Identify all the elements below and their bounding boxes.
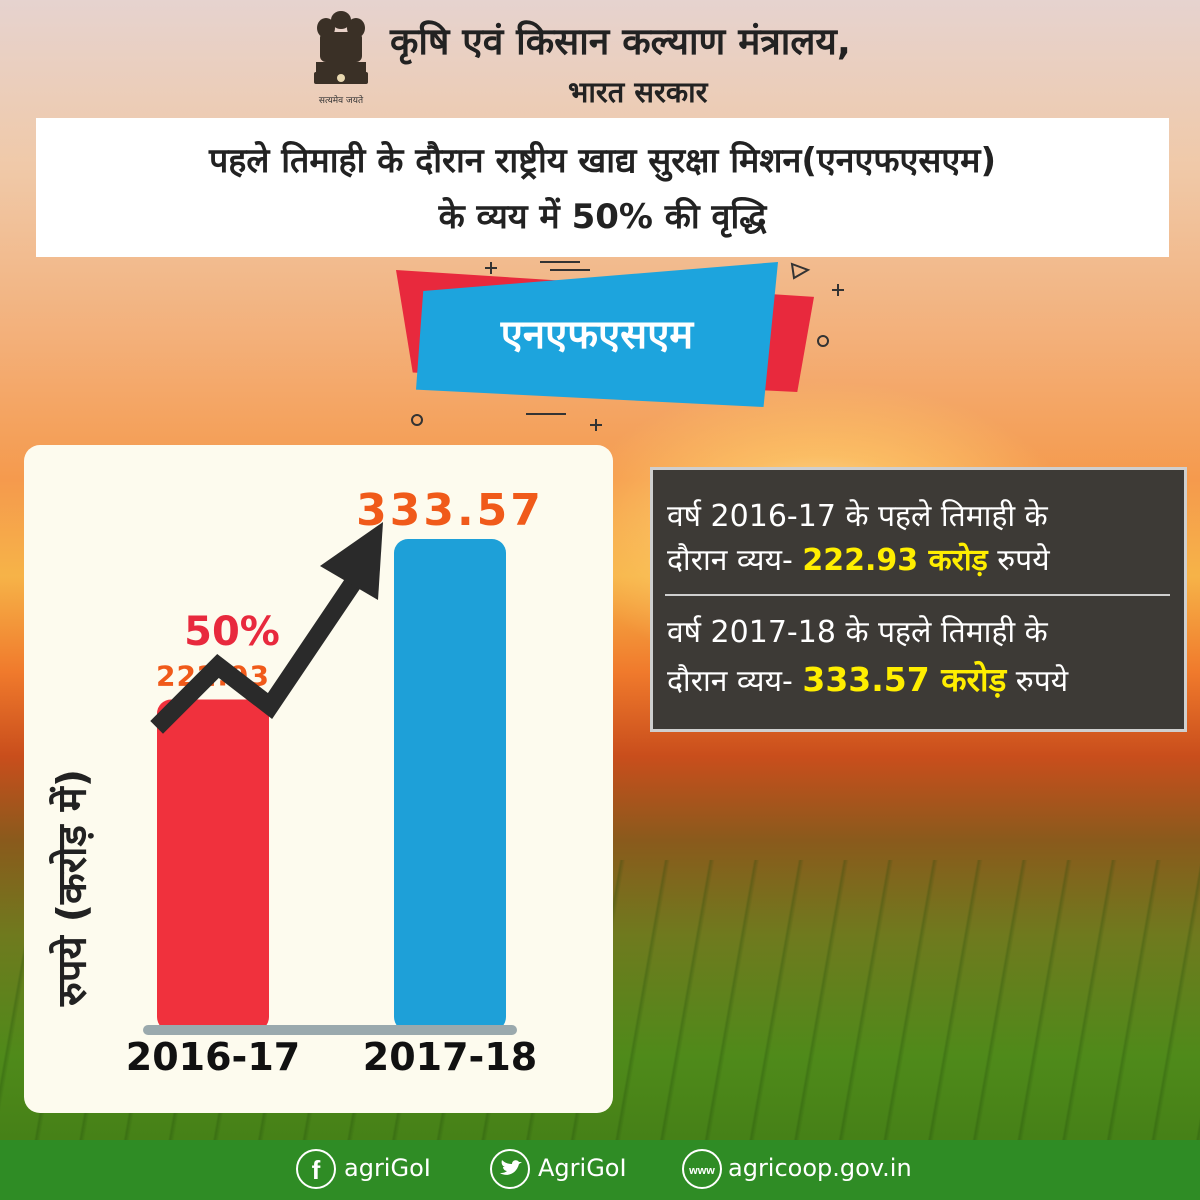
growth-arrow-line (150, 564, 370, 734)
y-axis-label: रुपये (करोड़ में) (49, 769, 96, 1007)
info-row-1-line-1: वर्ष 2016-17 के पहले तिमाही के (667, 499, 1048, 534)
national-emblem-icon: सत्यमेव जयते (314, 11, 368, 106)
info-row-2-value: 333.57 करोड़ (802, 660, 1007, 699)
government-name: भारत सरकार (568, 75, 708, 109)
headline-line-2: के व्यय में 50% की वृद्धि (438, 197, 767, 237)
headline-line-1: पहले तिमाही के दौरान राष्ट्रीय खाद्य सुर… (208, 141, 997, 181)
website-url[interactable]: agricoop.gov.in (728, 1154, 912, 1182)
badge-decorations (411, 261, 844, 431)
twitter-handle[interactable]: AgriGoI (538, 1154, 627, 1182)
svg-text:f: f (312, 1155, 321, 1185)
value-label-2017-18: 333.57 (356, 485, 544, 536)
growth-percent-label: 50% (184, 609, 280, 655)
website-globe-icon[interactable]: www (682, 1149, 722, 1189)
category-label-2017-18: 2017-18 (363, 1035, 537, 1079)
website-icon-text: www (688, 1165, 715, 1177)
expenditure-info-box: वर्ष 2016-17 के पहले तिमाही के दौरान व्य… (650, 467, 1187, 732)
info-row-1-text: दौरान व्यय- (667, 543, 803, 578)
category-label-2016-17: 2016-17 (126, 1035, 300, 1079)
badge-label: एनएफएसएम (500, 312, 694, 358)
bar-2017-18 (394, 539, 506, 1031)
info-row-1-suffix: रुपये (987, 543, 1050, 578)
info-row-2-suffix: रुपये (1006, 664, 1069, 699)
headline-box: पहले तिमाही के दौरान राष्ट्रीय खाद्य सुर… (36, 118, 1169, 257)
info-row-1-value: 222.93 करोड़ (802, 543, 988, 578)
bar-2016-17 (157, 699, 269, 1031)
info-divider (665, 594, 1170, 596)
info-row-2-text: दौरान व्यय- (667, 664, 803, 699)
facebook-icon[interactable]: f (296, 1149, 336, 1189)
growth-arrow-head (320, 522, 383, 600)
emblem-motto: सत्यमेव जयते (319, 94, 364, 106)
info-row-2-line-2: दौरान व्यय- 333.57 करोड़ रुपये (667, 656, 1068, 701)
footer-bar: f agriGoI AgriGoI www agricoop.gov.in (0, 1140, 1200, 1200)
facebook-handle[interactable]: agriGoI (344, 1154, 431, 1182)
info-row-1-line-2: दौरान व्यय- 222.93 करोड़ रुपये (667, 538, 1050, 579)
ministry-name: कृषि एवं किसान कल्याण मंत्रालय, (390, 20, 851, 63)
x-axis-baseline (143, 1025, 517, 1035)
info-row-2-line-1: वर्ष 2017-18 के पहले तिमाही के (667, 615, 1048, 650)
twitter-icon[interactable] (490, 1149, 530, 1189)
chart-card (24, 445, 613, 1113)
